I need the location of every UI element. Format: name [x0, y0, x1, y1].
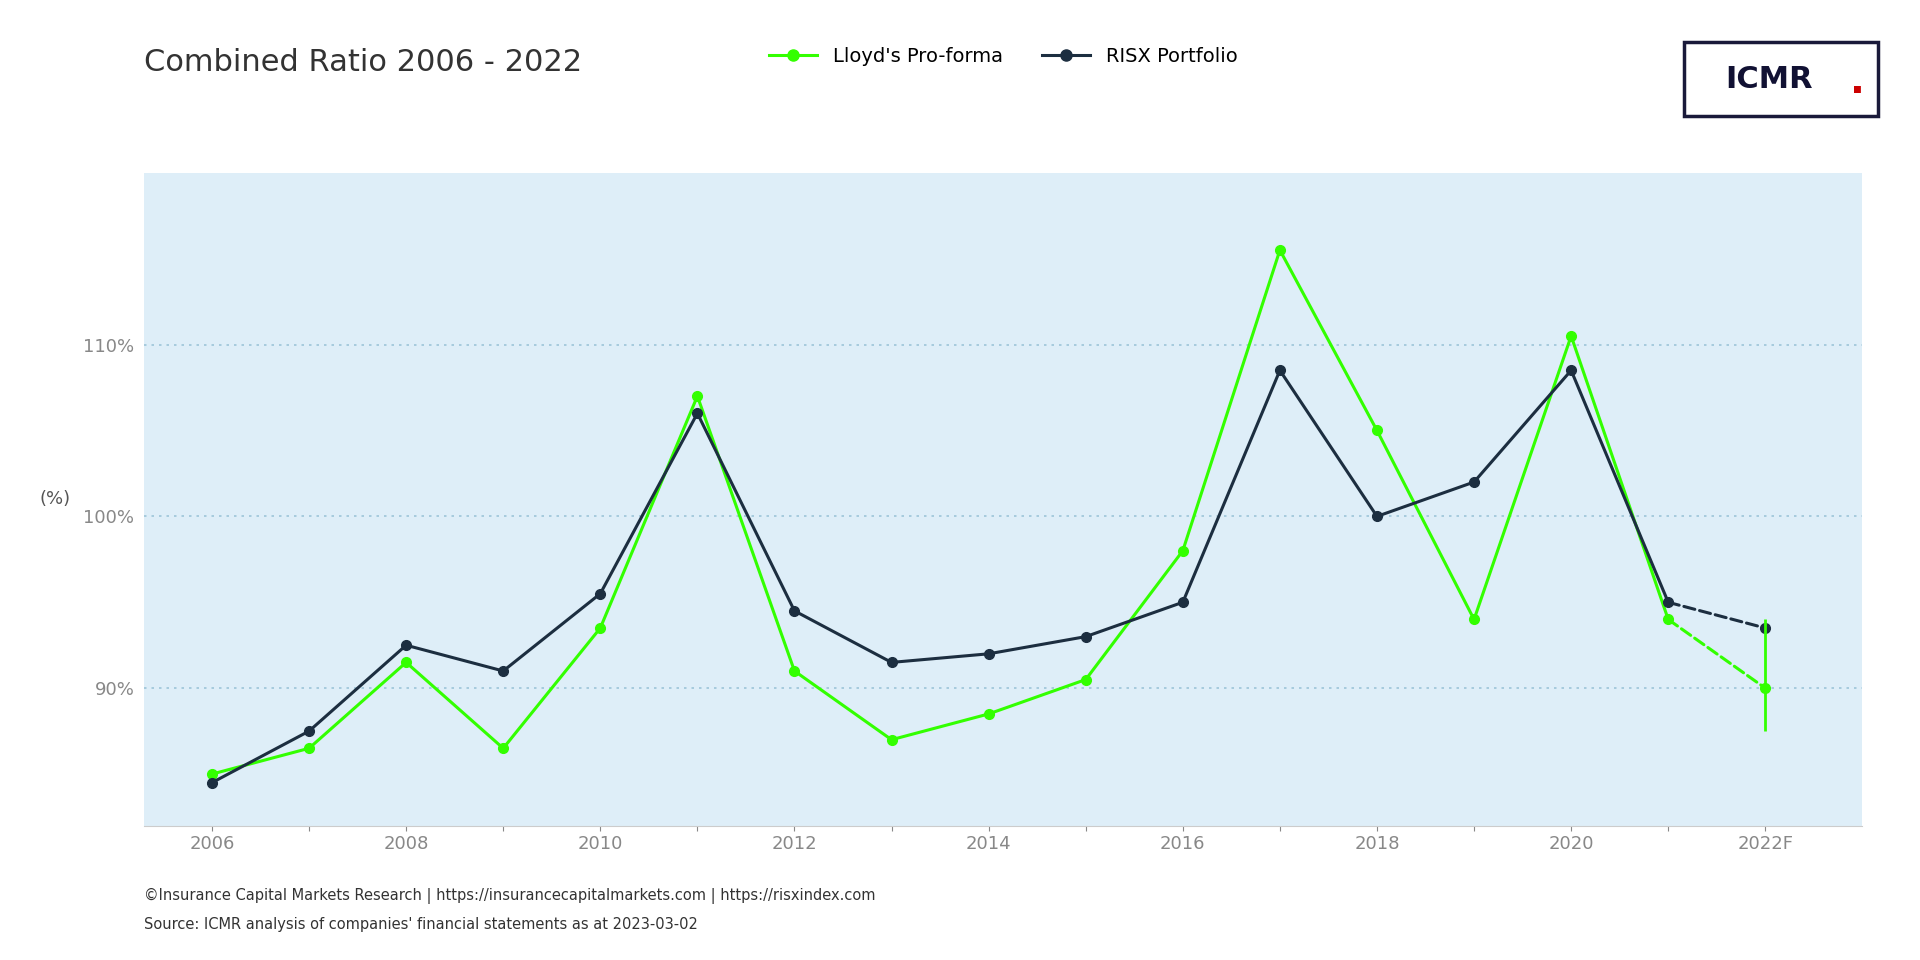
Text: .: .: [1851, 62, 1864, 101]
FancyBboxPatch shape: [1684, 42, 1878, 116]
Y-axis label: (%): (%): [40, 491, 71, 508]
Text: ©Insurance Capital Markets Research | https://insurancecapitalmarkets.com | http: ©Insurance Capital Markets Research | ht…: [144, 888, 876, 904]
Text: ICMR: ICMR: [1724, 64, 1812, 94]
Legend: Lloyd's Pro-forma, RISX Portfolio: Lloyd's Pro-forma, RISX Portfolio: [760, 39, 1246, 74]
Text: Source: ICMR analysis of companies' financial statements as at 2023-03-02: Source: ICMR analysis of companies' fina…: [144, 917, 697, 932]
Text: Combined Ratio 2006 - 2022: Combined Ratio 2006 - 2022: [144, 48, 582, 77]
